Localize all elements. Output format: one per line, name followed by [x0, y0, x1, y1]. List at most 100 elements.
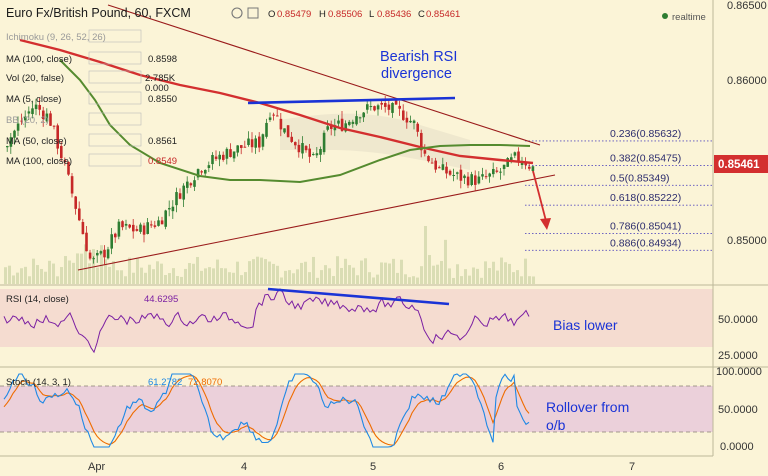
volume-bar: [212, 268, 215, 284]
volume-bar: [60, 267, 63, 284]
candle-body: [466, 176, 470, 186]
candle-body: [470, 174, 473, 185]
volume-bar: [372, 277, 375, 284]
candle-body: [189, 183, 193, 186]
volume-bar: [348, 265, 351, 284]
volume-bar: [196, 256, 199, 284]
candle-body: [430, 162, 434, 164]
indicator-value: 0.8550: [148, 94, 177, 105]
volume-bar: [100, 245, 103, 284]
candle-body: [294, 142, 297, 146]
candle-body: [441, 164, 445, 170]
candle-body: [384, 103, 387, 107]
candle-body: [114, 233, 117, 238]
volume-bar: [148, 264, 151, 284]
candle-body: [319, 148, 322, 155]
candle-body: [193, 180, 196, 187]
volume-bar: [484, 261, 487, 284]
legend-controls-icon[interactable]: [88, 51, 142, 65]
candle-body: [394, 99, 398, 105]
candle-body: [175, 192, 178, 206]
volume-bar: [296, 269, 299, 284]
volume-bar: [44, 271, 47, 284]
indicator-label: MA (50, close): [6, 136, 67, 147]
candle-body: [214, 156, 218, 159]
candle-body: [24, 116, 27, 121]
rsi-divergence-line[interactable]: [267, 287, 450, 306]
volume-bar: [28, 276, 31, 284]
upper-trendline[interactable]: [107, 4, 541, 146]
volume-bar: [284, 270, 287, 284]
candle-body: [232, 151, 236, 159]
candle-body: [531, 166, 535, 171]
candle-body: [34, 104, 38, 110]
rollover-annotation: Rollover from: [546, 399, 629, 415]
lower-trendline[interactable]: [77, 174, 556, 271]
candle-body: [52, 125, 56, 127]
candle-body: [272, 114, 275, 116]
legend-controls-icon[interactable]: [88, 29, 142, 43]
volume-bar: [144, 272, 147, 284]
volume-bar: [96, 267, 99, 284]
volume-bar: [204, 268, 207, 284]
volume-bar: [508, 263, 511, 284]
candle-body: [27, 111, 31, 114]
volume-bar: [108, 266, 111, 284]
candle-body: [355, 116, 358, 125]
eye-icon[interactable]: [231, 7, 243, 19]
indicator-label: Vol (20, false): [6, 73, 64, 84]
candle-body: [250, 139, 254, 148]
volume-bar: [64, 256, 67, 284]
candle-body: [106, 249, 110, 259]
candle-body: [49, 113, 52, 126]
candle-body: [348, 121, 351, 125]
candle-body: [438, 167, 441, 169]
indicator-label: BB (20, 2): [6, 115, 49, 126]
rsi-line: [3, 288, 530, 354]
volume-bar: [492, 261, 495, 284]
candle-body: [88, 252, 92, 259]
candle-body: [243, 146, 247, 148]
legend-controls-icon[interactable]: [88, 133, 142, 147]
legend-controls-icon[interactable]: [88, 112, 142, 126]
projection-arrow[interactable]: [532, 170, 547, 222]
candle-body: [517, 151, 520, 163]
ohlc-low: 0.85436: [377, 9, 411, 20]
price-tick: 0.85000: [727, 235, 767, 247]
candle-body: [268, 117, 272, 120]
candle-body: [423, 150, 427, 154]
fib-level-label: 0.236(0.85632): [610, 128, 681, 140]
stoch-k-value: 61.2782: [148, 377, 182, 388]
ohlc-low-label: L: [369, 9, 374, 20]
candle-body: [315, 153, 319, 156]
price-divergence-line[interactable]: [247, 96, 456, 105]
stoch-d-line: [3, 375, 530, 446]
candle-body: [103, 249, 106, 258]
settings-icon[interactable]: [247, 7, 259, 19]
legend-controls-icon[interactable]: [88, 91, 142, 105]
fib-level-label: 0.786(0.85041): [610, 221, 681, 233]
volume-bar: [244, 272, 247, 284]
candle-body: [92, 258, 95, 260]
candlesticks: [6, 95, 535, 265]
candle-body: [492, 168, 495, 175]
volume-bar: [88, 263, 91, 284]
legend-controls-icon[interactable]: [88, 153, 142, 167]
volume-bar: [140, 267, 143, 284]
volume-bar: [420, 266, 423, 284]
volume-bar: [180, 276, 183, 284]
candle-body: [513, 152, 517, 156]
volume-bar: [472, 267, 475, 284]
candle-body: [387, 104, 391, 110]
time-tick: 4: [241, 461, 247, 473]
candle-body: [132, 224, 135, 232]
volume-bar: [4, 267, 7, 284]
candle-body: [499, 171, 502, 173]
volume-bar: [480, 277, 483, 284]
candle-body: [297, 144, 301, 153]
candle-body: [344, 123, 347, 132]
legend-controls-icon[interactable]: [88, 70, 142, 84]
price-tick: 0.86000: [727, 75, 767, 87]
arrow-head-icon: [540, 218, 551, 230]
